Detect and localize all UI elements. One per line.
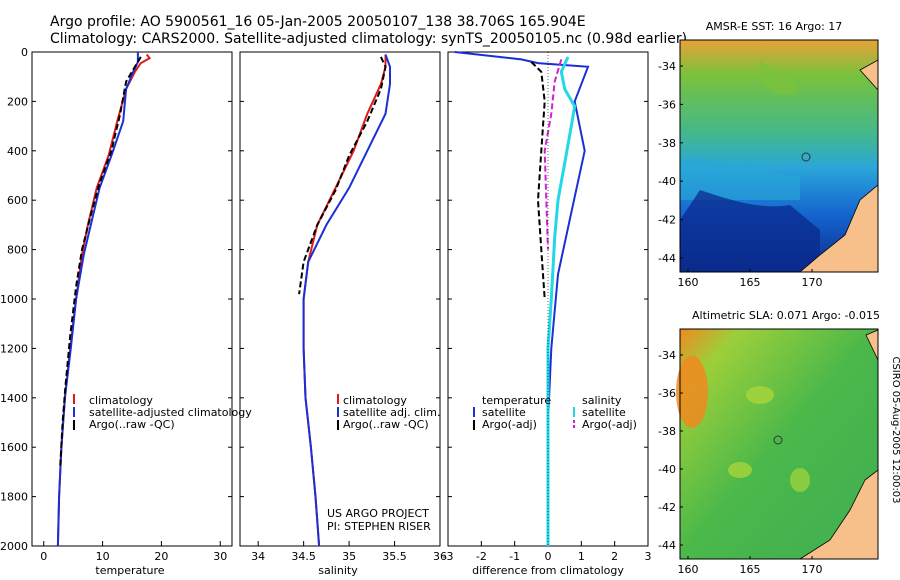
legend-temperature-heading: temperature — [482, 394, 551, 407]
salinity-axis-label: salinity — [318, 564, 358, 577]
x-tick-label: 10 — [96, 550, 110, 563]
sla-anomaly — [746, 386, 774, 404]
y-tick-label: 1000 — [0, 293, 28, 306]
x-tick-label: 34.5 — [291, 550, 316, 563]
x-tick-label: 3 — [645, 550, 652, 563]
map-y-tick-label: -42 — [658, 501, 676, 514]
y-tick-label: 1800 — [0, 491, 28, 504]
map-x-tick-label: 170 — [802, 563, 823, 576]
y-tick-label: 2000 — [0, 540, 28, 553]
x-tick-label: 35.5 — [382, 550, 407, 563]
x-tick-label: -2 — [476, 550, 487, 563]
timestamp-stamp: CSIRO 05-Aug-2005 12:00:03 — [890, 356, 900, 503]
x-tick-label: 30 — [213, 550, 227, 563]
legend-sal-argo: Argo(-adj) — [582, 418, 637, 431]
map-y-tick-label: -36 — [658, 387, 676, 400]
series-line-salinity-satellite — [546, 56, 577, 546]
sla-anomaly — [790, 468, 810, 492]
series-line-satellite-adjusted-climatology — [56, 52, 139, 547]
legend-temp-satellite: satellite — [482, 406, 526, 419]
series-line-argo-raw-qc- — [298, 56, 387, 295]
difference-legend: temperature satellite Argo(-adj) salinit… — [473, 394, 637, 431]
map-y-tick-label: -44 — [658, 539, 676, 552]
map-y-tick-label: -44 — [658, 252, 676, 265]
map-y-tick-label: -36 — [658, 98, 676, 111]
map-y-tick-label: -42 — [658, 214, 676, 227]
x-tick-label: 2 — [611, 550, 618, 563]
series-line-argo-raw-qc- — [59, 56, 142, 468]
x-tick-label: 34 — [251, 550, 265, 563]
x-tick-label: 1 — [578, 550, 585, 563]
map-x-tick-label: 165 — [740, 563, 761, 576]
x-tick-label: -1 — [509, 550, 520, 563]
series-line-climatology — [302, 54, 387, 547]
legend-argo: Argo(..raw -QC) — [343, 418, 429, 431]
sst-map-frame — [679, 39, 879, 273]
project-annotation: US ARGO PROJECT — [327, 507, 429, 520]
legend-climatology: climatology — [89, 394, 153, 407]
y-tick-label: 800 — [7, 244, 28, 257]
series-line-satellite-adj-clim- — [302, 54, 391, 547]
series-line-temperature-argo-adj- — [530, 61, 546, 300]
map-y-tick-label: -40 — [658, 463, 676, 476]
legend-temp-argo: Argo(-adj) — [482, 418, 537, 431]
y-tick-label: 1200 — [0, 342, 28, 355]
sst-feature — [760, 60, 800, 96]
map-y-tick-label: -34 — [658, 60, 676, 73]
legend-argo: Argo(..raw -QC) — [89, 418, 175, 431]
legend-salinity-heading: salinity — [582, 394, 622, 407]
sla-map-frame — [679, 328, 879, 560]
header-line-1: Argo profile: AO 5900561_16 05-Jan-2005 … — [50, 14, 586, 30]
legend-climatology: climatology — [343, 394, 407, 407]
sst-map-title: AMSR-E SST: 16 Argo: 17 — [706, 20, 843, 33]
x-tick-label: 20 — [154, 550, 168, 563]
sla-anomaly — [728, 462, 752, 478]
series-line-temperature-satellite — [454, 51, 590, 546]
map-y-tick-label: -40 — [658, 175, 676, 188]
map-x-tick-label: 170 — [802, 276, 823, 289]
difference-axis-label: difference from climatology — [472, 564, 624, 577]
series-line-climatology — [56, 53, 152, 547]
y-tick-label: 1600 — [0, 441, 28, 454]
map-y-tick-label: -38 — [658, 425, 676, 438]
x-tick-label: 36 — [433, 550, 447, 563]
legend-satellite-clim: satellite adj. clim. — [343, 406, 440, 419]
sla-map-title: Altimetric SLA: 0.071 Argo: -0.015 — [692, 309, 880, 322]
y-tick-label: 1400 — [0, 392, 28, 405]
x-tick-label: 35 — [342, 550, 356, 563]
temperature-panel-frame — [31, 51, 233, 547]
sst-map — [679, 39, 879, 273]
sst-feature — [680, 157, 800, 200]
legend-satellite-clim: satellite-adjusted climatology — [89, 406, 252, 419]
temperature-legend: climatology satellite-adjusted climatolo… — [73, 394, 252, 431]
y-tick-label: 600 — [7, 194, 28, 207]
pi-annotation: PI: STEPHEN RISER — [327, 520, 431, 533]
sla-anomaly — [676, 356, 708, 428]
map-x-tick-label: 160 — [678, 276, 699, 289]
salinity-panel-frame — [239, 51, 441, 547]
sla-map — [676, 328, 879, 560]
temperature-axis-label: temperature — [95, 564, 164, 577]
series-line-salinity-argo-adj- — [543, 59, 563, 250]
map-x-tick-label: 165 — [740, 276, 761, 289]
header-line-2: Climatology: CARS2000. Satellite-adjuste… — [50, 31, 688, 47]
legend-sal-satellite: satellite — [582, 406, 626, 419]
y-tick-label: 0 — [21, 46, 28, 59]
x-tick-label: 0 — [545, 550, 552, 563]
argo-float-marker — [773, 435, 783, 445]
map-y-tick-label: -34 — [658, 349, 676, 362]
salinity-legend: climatology satellite adj. clim. Argo(..… — [337, 394, 440, 431]
map-x-tick-label: 160 — [678, 563, 699, 576]
map-y-tick-label: -38 — [658, 137, 676, 150]
y-tick-label: 400 — [7, 145, 28, 158]
sst-cold-water — [680, 190, 820, 272]
y-tick-label: 200 — [7, 95, 28, 108]
x-tick-label: -3 — [443, 550, 454, 563]
argo-float-marker — [801, 152, 811, 162]
x-tick-label: 0 — [40, 550, 47, 563]
